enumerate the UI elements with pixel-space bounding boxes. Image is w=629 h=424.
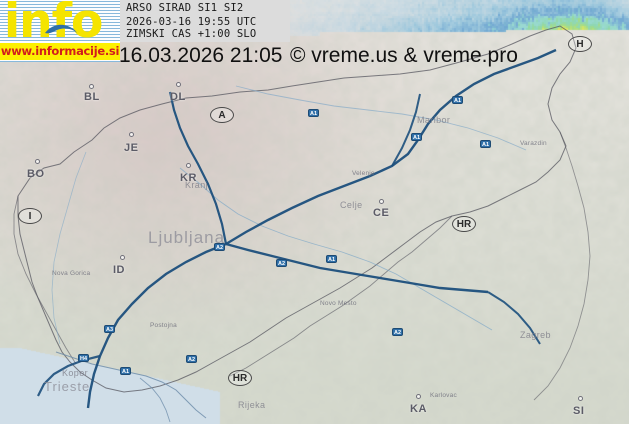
info-utc-line: 2026-03-16 19:55 UTC	[126, 16, 257, 28]
logo-url-banner[interactable]: www.informacije.si	[0, 43, 120, 60]
radar-info-panel: ARSO SIRAD SI1 SI2 2026-03-16 19:55 UTC …	[120, 0, 290, 42]
logo-wordmark: info	[4, 0, 103, 49]
swoosh-icon	[45, 24, 77, 34]
info-localtime-line: ZIMSKI CAS +1:00 SLO	[126, 28, 257, 40]
informacije-logo[interactable]: info www.informacije.si	[0, 0, 120, 62]
info-source-line: ARSO SIRAD SI1 SI2	[126, 2, 244, 14]
local-timestamp: 16.03.2026 21:05	[119, 44, 283, 67]
copyright-credit: © vreme.us & vreme.pro	[290, 44, 518, 67]
